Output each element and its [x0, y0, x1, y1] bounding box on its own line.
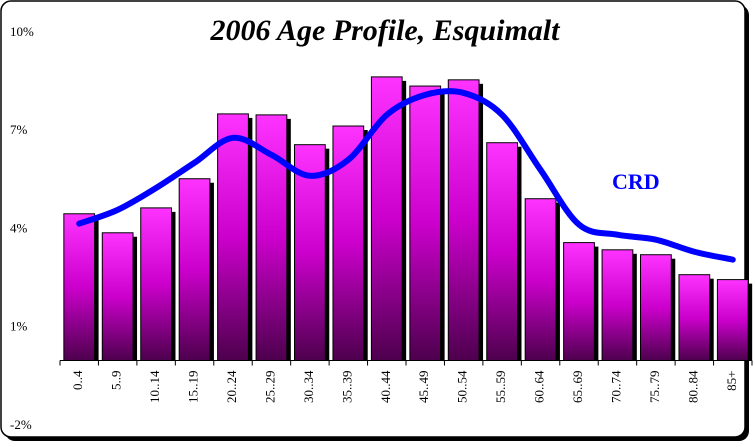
bar [716, 279, 749, 362]
bar [178, 178, 211, 361]
y-tick-label: -2% [10, 417, 32, 432]
bar [447, 79, 480, 362]
x-tick-label: 5..9 [109, 371, 124, 391]
x-tick-label: 70..74 [608, 370, 623, 403]
bar [140, 207, 172, 361]
x-tick-label: 55..59 [493, 370, 508, 403]
bar [486, 142, 518, 361]
x-tick-label: 45..49 [416, 371, 431, 404]
bar [524, 198, 557, 361]
x-tick-label: 40..44 [378, 370, 393, 403]
line-label: CRD [612, 169, 660, 194]
x-tick-label: 65..69 [570, 371, 585, 404]
x-tick-label: 0..4 [70, 370, 85, 390]
x-tick-label: 60..64 [532, 370, 547, 403]
plot: 10% 7% 4% 1% -2% 0..4 5..9 10..14 15..19 20..24 25… [10, 24, 753, 432]
x-tick-label: 20..24 [224, 370, 239, 403]
bar [63, 213, 96, 361]
bar [409, 85, 442, 362]
x-tick-label: 50..54 [455, 370, 470, 403]
y-tick-label: 10% [10, 24, 34, 39]
x-tick-label: 85+ [724, 371, 739, 391]
y-tick-label: 4% [10, 220, 28, 235]
x-tick-label: 35..39 [339, 371, 354, 404]
y-tick-label: 1% [10, 319, 28, 334]
bar [640, 254, 672, 361]
bar [370, 76, 403, 361]
bar [294, 144, 326, 361]
x-tick-label: 10..14 [147, 370, 162, 403]
bar [563, 242, 595, 362]
x-tick-label: 30..34 [301, 370, 316, 403]
bar [217, 113, 249, 361]
x-tick-label: 80..84 [685, 370, 700, 403]
y-tick-label: 7% [10, 122, 28, 137]
chart-title: 2006 Age Profile, Esquimalt [210, 14, 562, 47]
line [76, 88, 736, 263]
bar [101, 232, 134, 361]
bar [678, 274, 711, 362]
bar [601, 249, 634, 361]
x-tick-label: 75..79 [647, 371, 662, 404]
x-tick-label: 15..19 [186, 371, 201, 404]
x-tick-label: 25..29 [262, 371, 277, 404]
